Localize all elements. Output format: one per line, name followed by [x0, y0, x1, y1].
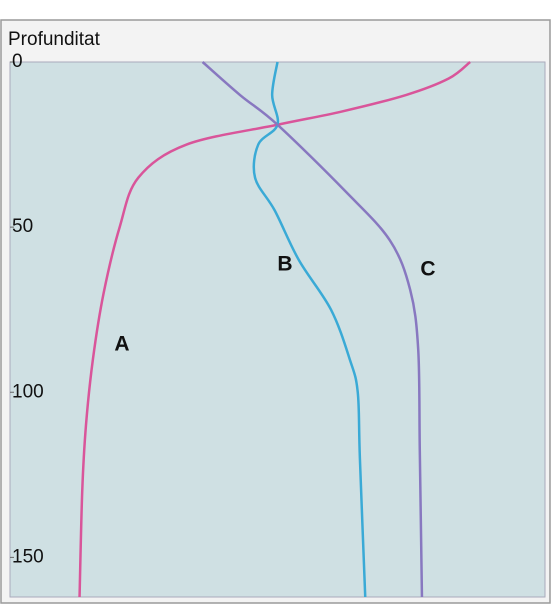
- y-tick-label: 150: [12, 546, 44, 567]
- series-label: C: [420, 258, 435, 281]
- plot-area: [9, 61, 546, 598]
- series-label: B: [277, 253, 292, 276]
- curve: [78, 61, 471, 598]
- y-tick-label: 100: [12, 381, 44, 402]
- y-axis-label: Profunditat: [8, 29, 101, 50]
- curve: [201, 61, 424, 598]
- y-tick-label: 50: [12, 216, 33, 237]
- y-tick-label: 0: [12, 51, 23, 72]
- series-label: A: [114, 333, 129, 356]
